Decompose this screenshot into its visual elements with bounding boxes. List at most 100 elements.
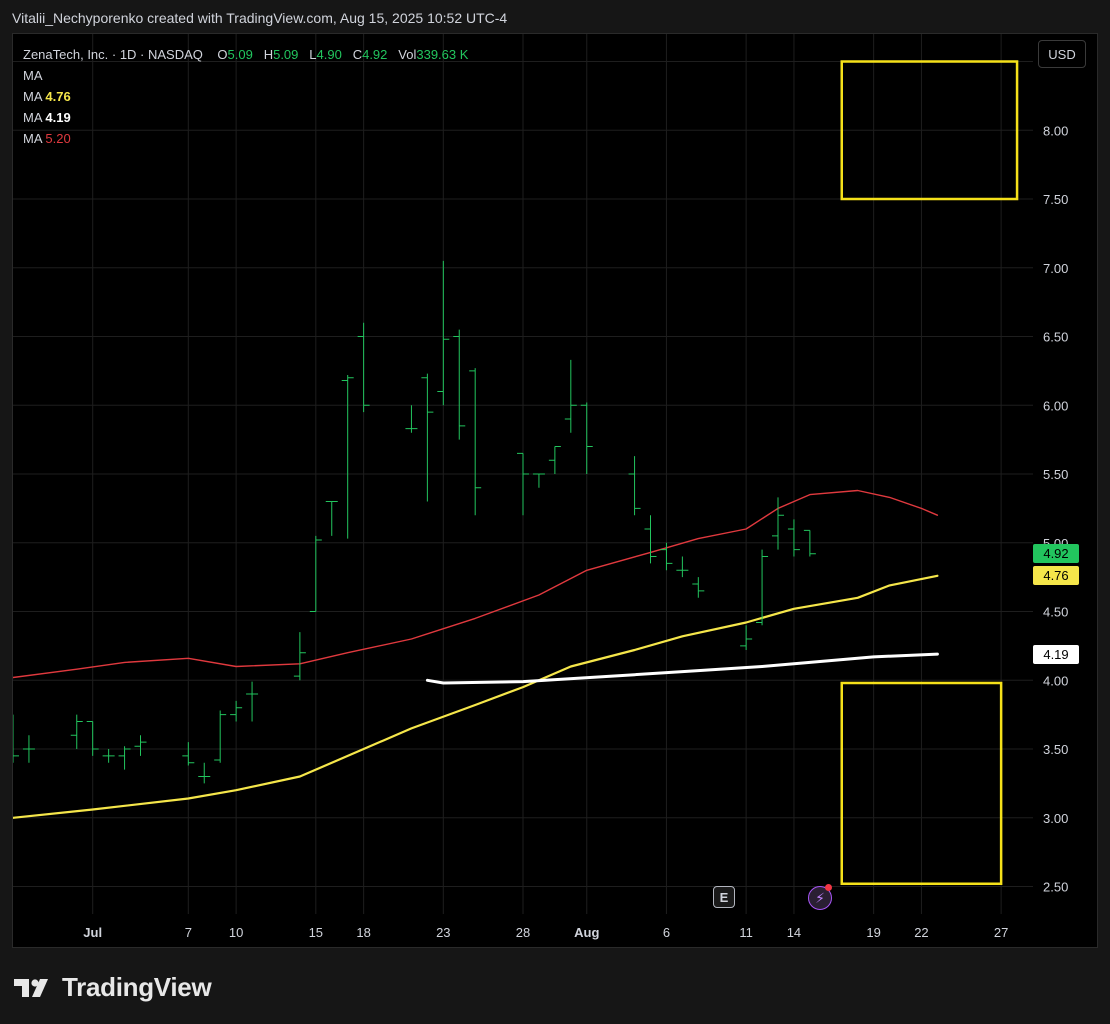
- notification-dot-icon: [825, 884, 832, 891]
- legend-ma-row[interactable]: MA 5.20: [23, 128, 468, 149]
- chart-panel[interactable]: 2.50 3.00 3.50 4.00 4.50 5.00 5.50 6.00 6.50 7.00…: [12, 33, 1098, 948]
- ohlc-bar: [118, 746, 131, 770]
- ohlc-bar: [357, 322, 370, 413]
- annotation-rectangle: [840, 681, 1003, 885]
- x-tick-label: 28: [516, 925, 530, 940]
- y-tick-label: 3.00: [1043, 811, 1068, 826]
- ohlc-bar: [803, 529, 816, 557]
- ohlc-bar: [86, 721, 99, 756]
- y-tick-label: 3.50: [1043, 742, 1068, 757]
- x-tick-label: 19: [866, 925, 880, 940]
- x-tick-label: 18: [356, 925, 370, 940]
- lightning-event-icon[interactable]: ⚡: [808, 886, 832, 910]
- y-tick-label: 2.50: [1043, 880, 1068, 895]
- last-price-tag: 4.92: [1033, 544, 1079, 564]
- y-tick-label: 7.00: [1043, 261, 1068, 276]
- chart-legend: ZenaTech, Inc. · 1D · NASDAQ O5.09 H5.09…: [23, 44, 468, 149]
- x-tick-label: 27: [994, 925, 1008, 940]
- ohlc-bar: [134, 735, 147, 756]
- y-tick-label: 6.00: [1043, 398, 1068, 413]
- x-tick-label: 6: [663, 925, 670, 940]
- legend-open-label: O: [217, 47, 228, 62]
- legend-high-value: 5.09: [273, 47, 299, 62]
- legend-ma-row[interactable]: MA 4.76: [23, 86, 468, 107]
- legend-ma-row[interactable]: MA: [23, 65, 468, 86]
- legend-volume-value: 339.63 K: [416, 47, 469, 62]
- ohlc-bar: [325, 501, 338, 536]
- legend-ohlc-row: ZenaTech, Inc. · 1D · NASDAQ O5.09 H5.09…: [23, 44, 468, 65]
- ohlc-bar: [548, 446, 561, 474]
- x-tick-label: Aug: [574, 925, 599, 940]
- tradingview-logo[interactable]: TradingView: [14, 972, 212, 1003]
- ohlc-bar: [628, 456, 641, 516]
- ohlc-bar: [214, 710, 227, 763]
- ohlc-bar: [341, 375, 354, 539]
- ohlc-bar: [405, 405, 418, 433]
- legend-low-label: L: [309, 47, 317, 62]
- ohlc-bar: [740, 625, 753, 650]
- ohlc-bar: [198, 762, 211, 784]
- ohlc-bar: [182, 742, 195, 766]
- tradingview-logo-icon: [14, 978, 48, 997]
- legend-ma-label: MA: [23, 110, 42, 125]
- legend-close-value: 4.92: [362, 47, 388, 62]
- ohlc-bar: [517, 452, 529, 516]
- moving-average-line: [425, 652, 939, 685]
- y-tick-label: 4.50: [1043, 605, 1068, 620]
- legend-low-value: 4.90: [316, 47, 342, 62]
- ohlc-bar: [421, 373, 434, 502]
- legend-ma-label: MA: [23, 131, 42, 146]
- ohlc-bar: [13, 714, 19, 763]
- y-tick-label: 7.50: [1043, 192, 1068, 207]
- x-tick-label: 22: [914, 925, 928, 940]
- ohlc-bar: [469, 368, 482, 516]
- ohlc-bar: [756, 549, 769, 626]
- ohlc-bar: [309, 535, 322, 612]
- moving-average-line: [13, 574, 939, 819]
- ohlc-bar: [532, 473, 545, 488]
- ma-yellow-price-tag: 4.76: [1033, 566, 1079, 586]
- price-chart[interactable]: 2.503.003.504.004.505.005.506.006.507.00…: [13, 34, 1099, 949]
- ohlc-bar: [772, 497, 784, 550]
- ma-white-price-tag: 4.19: [1033, 644, 1079, 664]
- ohlc-bar: [564, 359, 577, 433]
- legend-symbol[interactable]: ZenaTech, Inc. · 1D · NASDAQ: [23, 47, 203, 62]
- ohlc-bar: [692, 577, 705, 598]
- x-tick-label: 14: [787, 925, 801, 940]
- earnings-icon[interactable]: E: [713, 886, 735, 908]
- legend-open-value: 5.09: [227, 47, 253, 62]
- ohlc-bar: [676, 556, 689, 578]
- brand-name: TradingView: [62, 972, 212, 1002]
- ohlc-bar: [22, 735, 35, 763]
- x-tick-label: Jul: [83, 925, 102, 940]
- x-tick-label: 15: [309, 925, 323, 940]
- x-tick-label: 11: [739, 925, 753, 940]
- ohlc-bar: [660, 542, 673, 571]
- ohlc-bar: [246, 681, 259, 722]
- attribution-text: Vitalii_Nechyporenko created with Tradin…: [12, 10, 508, 26]
- legend-ma-label: MA: [23, 89, 42, 104]
- annotation-rectangle: [840, 60, 1019, 201]
- ohlc-bar: [437, 260, 450, 406]
- legend-ma-label: MA: [23, 68, 43, 83]
- x-tick-label: 10: [229, 925, 243, 940]
- y-tick-label: 6.50: [1043, 330, 1068, 345]
- moving-average-line: [13, 489, 939, 679]
- legend-ma-row[interactable]: MA 4.19: [23, 107, 468, 128]
- ohlc-bar: [230, 700, 243, 722]
- ohlc-bar: [580, 402, 593, 474]
- legend-close-label: C: [352, 47, 363, 62]
- legend-ma-value: 4.76: [45, 89, 71, 104]
- y-tick-label: 8.00: [1043, 123, 1068, 138]
- ohlc-bar: [787, 519, 800, 557]
- y-tick-label: 5.50: [1043, 467, 1068, 482]
- x-tick-label: 7: [185, 925, 192, 940]
- currency-button[interactable]: USD: [1038, 40, 1086, 68]
- ohlc-bar: [453, 329, 466, 440]
- y-tick-label: 4.00: [1043, 673, 1068, 688]
- legend-ma-value: 4.19: [45, 110, 71, 125]
- legend-volume-label: Vol: [398, 47, 417, 62]
- legend-ma-value: 5.20: [45, 131, 71, 146]
- ohlc-bar: [70, 714, 83, 749]
- x-tick-label: 23: [436, 925, 450, 940]
